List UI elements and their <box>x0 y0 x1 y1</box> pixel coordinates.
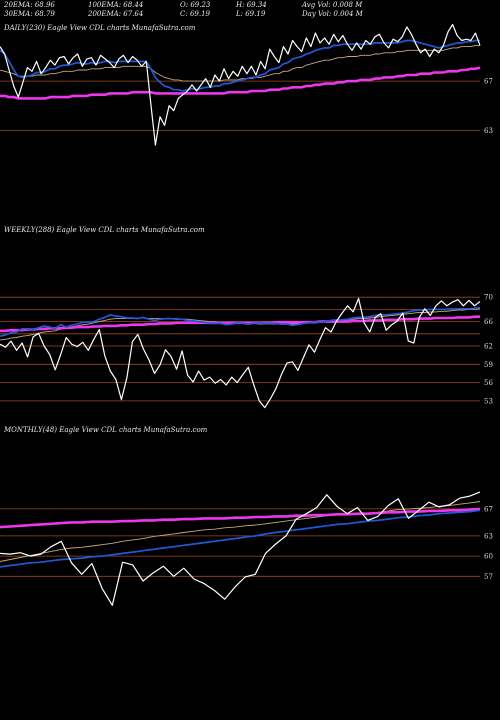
weekly-tick-label: 70 <box>484 294 493 302</box>
daily-tick-label: 67 <box>484 78 493 86</box>
header-100ema: 100EMA: 68.44 <box>88 1 144 9</box>
daily-price-line <box>0 23 481 146</box>
header-20ema: 20EMA: 68.96 <box>4 1 55 9</box>
monthly-panel-title: MONTHLY(48) Eagle View CDL charts Munafa… <box>4 426 208 434</box>
header-close: C: 69.19 <box>180 10 210 18</box>
weekly-tick-label: 59 <box>484 361 493 369</box>
weekly-tick-label: 66 <box>484 318 493 326</box>
header-low: L: 69.19 <box>236 10 266 18</box>
monthly-price-line <box>0 491 481 606</box>
header-200ema: 200EMA: 67.64 <box>88 10 144 18</box>
weekly-price-line <box>0 297 481 409</box>
monthly-tick-label: 57 <box>484 573 493 581</box>
monthly-ema-other-line <box>0 501 481 562</box>
daily-panel-title: DAILY(230) Eagle View CDL charts MunafaS… <box>4 24 196 32</box>
header-high: H: 69.34 <box>236 1 267 9</box>
monthly-ema-short-line <box>0 509 481 568</box>
monthly-ema-long-line <box>0 507 481 529</box>
daily-ema-long-line <box>0 66 481 100</box>
monthly-tick-label: 60 <box>484 553 493 561</box>
daily-ema-other-line <box>0 44 480 82</box>
header-open: O: 69.23 <box>180 1 211 9</box>
weekly-ema-other-line <box>0 308 481 341</box>
monthly-tick-label: 67 <box>484 505 493 513</box>
weekly-tick-label: 62 <box>484 343 493 351</box>
monthly-tick-label: 63 <box>484 532 493 540</box>
weekly-tick-label: 56 <box>484 379 493 387</box>
header-avg-vol: Avg Vol: 0.008 M <box>302 1 363 9</box>
header-30ema: 30EMA: 68.79 <box>4 10 55 18</box>
daily-tick-label: 63 <box>484 127 493 135</box>
weekly-tick-label: 53 <box>484 397 493 405</box>
weekly-panel-title: WEEKLY(288) Eagle View CDL charts Munafa… <box>4 226 205 234</box>
weekly-ema-short-line <box>0 306 481 338</box>
header-day-vol: Day Vol: 0.004 M <box>302 10 363 18</box>
daily-ema-short-line <box>0 39 480 92</box>
